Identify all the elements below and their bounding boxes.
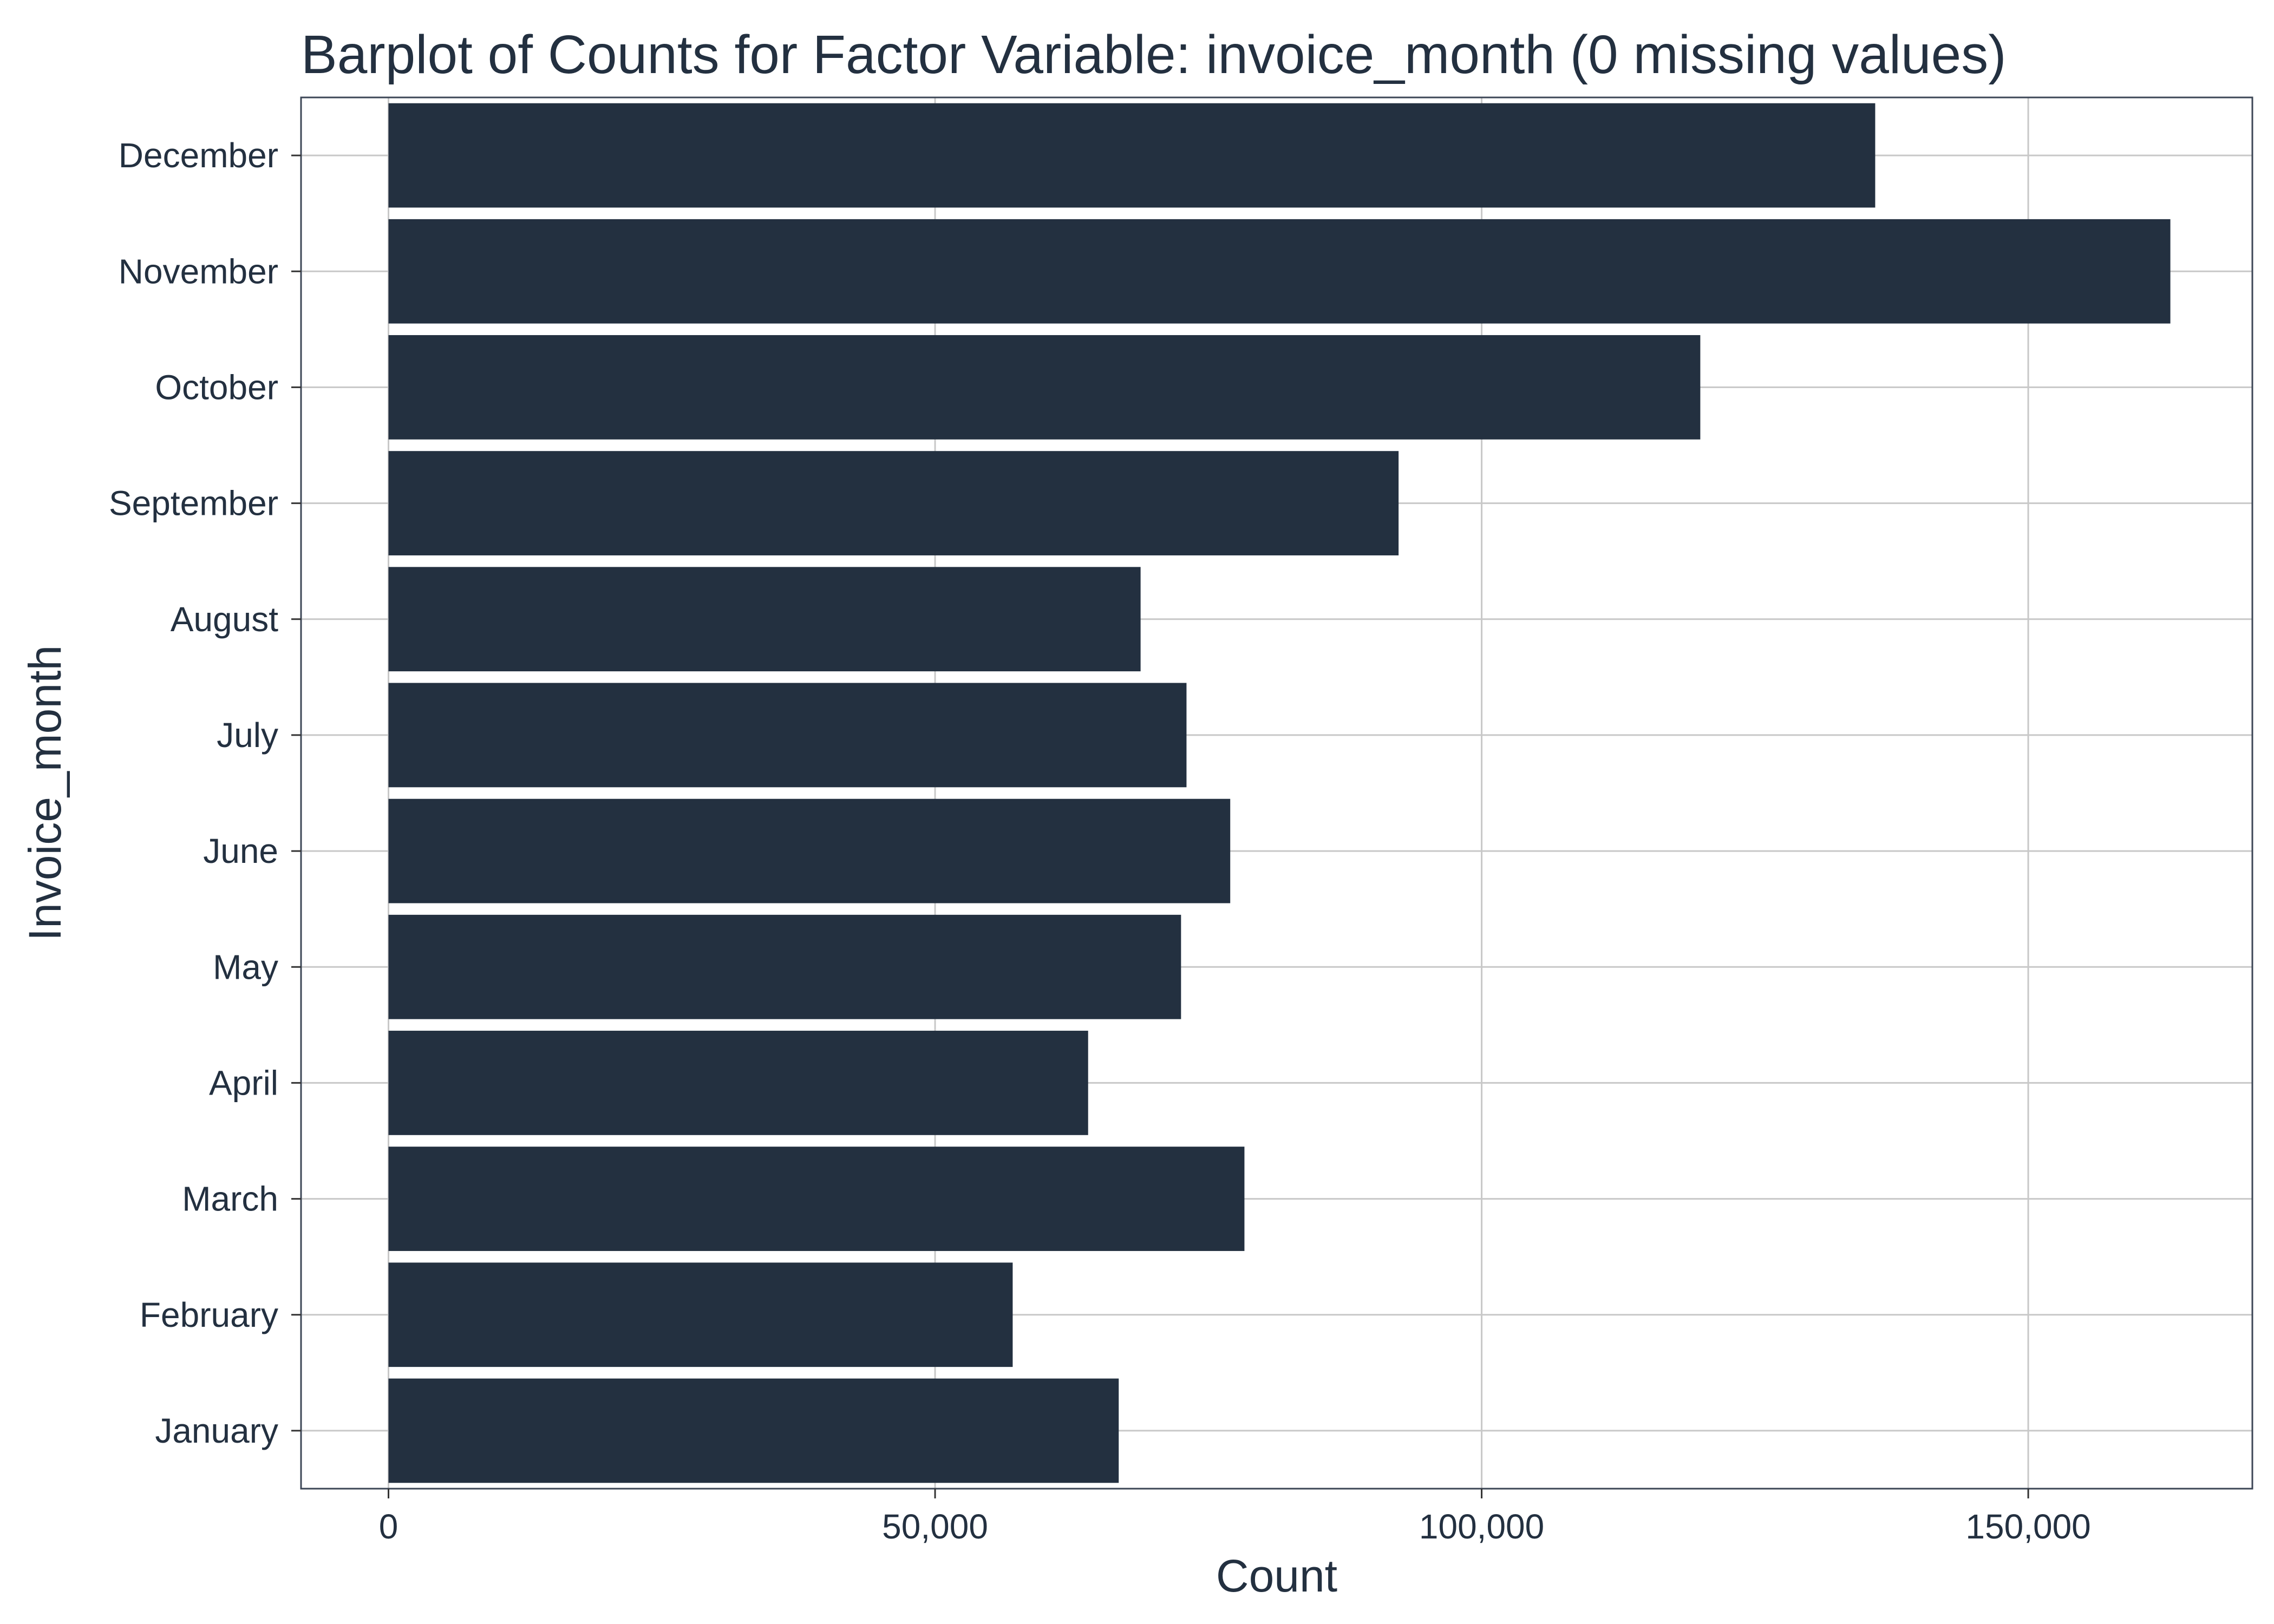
y-tick-label: January [155, 1411, 278, 1450]
bar-january [388, 1378, 1119, 1483]
y-tick-label: July [217, 716, 278, 755]
x-axis-title: Count [1216, 1550, 1337, 1601]
y-axis-title: Invoice_month [19, 645, 70, 941]
bar-november [388, 219, 2171, 324]
x-tick-label: 50,000 [882, 1507, 988, 1546]
bar-march [388, 1147, 1245, 1251]
y-tick-label: September [109, 484, 278, 523]
y-tick-label: October [155, 368, 278, 407]
y-tick-label: April [209, 1063, 278, 1102]
plot-panel-border [300, 96, 2253, 1490]
bar-february [388, 1262, 1013, 1367]
bar-august [388, 567, 1141, 672]
x-tick-label: 150,000 [1965, 1507, 2090, 1546]
x-tick-label: 100,000 [1419, 1507, 1544, 1546]
bar-april [388, 1031, 1088, 1135]
bar-december [388, 103, 1876, 208]
bar-may [388, 914, 1181, 1019]
y-tick-label: June [203, 831, 278, 870]
y-tick-label: March [182, 1180, 278, 1219]
bar-july [388, 683, 1187, 788]
bars [388, 103, 2171, 1483]
y-tick-label: November [119, 252, 278, 291]
chart-title: Barplot of Counts for Factor Variable: i… [301, 24, 2007, 85]
bar-october [388, 335, 1701, 440]
x-tick-label: 0 [379, 1507, 398, 1546]
y-tick-label: December [119, 136, 278, 175]
y-tick-label: May [213, 947, 278, 986]
y-axis: December November October September August Ju… [109, 136, 301, 1450]
bar-september [388, 451, 1399, 555]
y-tick-label: August [171, 600, 278, 639]
bar-june [388, 798, 1231, 903]
y-tick-label: February [140, 1295, 278, 1334]
x-axis: 0 50,000 100,000 150,000 [379, 1489, 2091, 1546]
